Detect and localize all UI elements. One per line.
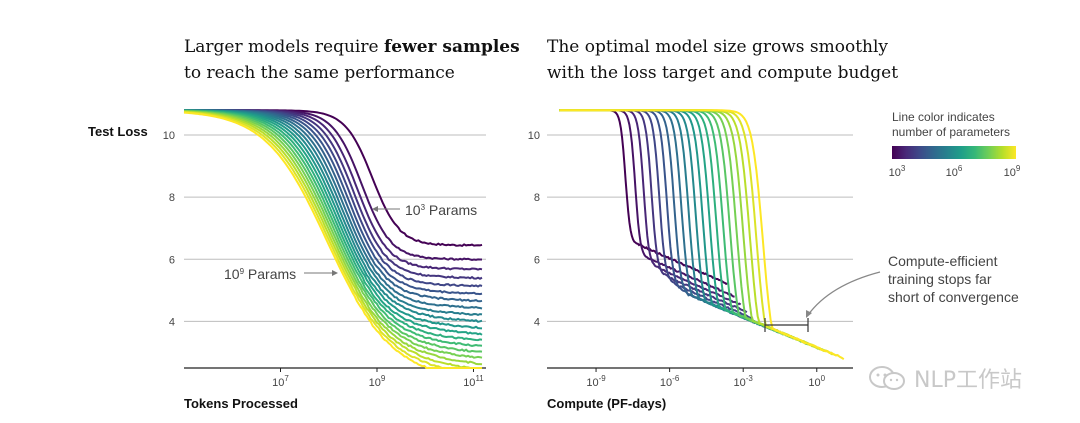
legend-mid-label: 106	[946, 164, 963, 179]
left-series-line	[183, 110, 483, 359]
right-x-tick-label: 10-3	[734, 374, 754, 389]
left-title-line1: Larger models require	[184, 37, 384, 57]
right-y-tick-label: 8	[534, 192, 540, 204]
right-series-line	[559, 109, 838, 357]
left-y-axis-label: Test Loss	[88, 124, 148, 139]
left-y-tick-label: 6	[169, 254, 175, 266]
left-x-axis-label: Tokens Processed	[184, 396, 298, 411]
legend-title-line1: Line color indicates	[892, 110, 995, 124]
left-series-line	[184, 110, 483, 366]
watermark-text: NLP工作站	[914, 368, 1022, 393]
right-annotation-arrowhead	[806, 310, 812, 318]
left-series-line	[183, 111, 482, 370]
right-x-tick-label: 10-9	[586, 374, 606, 389]
right-series-line	[559, 109, 802, 343]
legend-min-label: 103	[889, 164, 906, 179]
left-series-line	[183, 111, 482, 370]
right-series-line	[559, 109, 748, 314]
legend-max-label: 109	[1004, 164, 1021, 179]
left-annotation-arrowhead-2	[332, 270, 338, 276]
right-annotation-line: training stops far	[888, 271, 992, 287]
right-chart: 10 8 6 4 10-9 10-6 10-3 100 Compute (PF-days) Com…	[528, 109, 1021, 411]
right-series-line	[559, 109, 754, 320]
left-series-line	[184, 110, 483, 353]
right-x-axis-label: Compute (PF-days)	[547, 396, 666, 411]
right-y-tick-label: 6	[534, 254, 540, 266]
left-title-line2: to reach the same performance	[184, 63, 455, 83]
right-title-line2: with the loss target and compute budget	[547, 63, 899, 83]
left-annotation-1: 103 Params	[405, 202, 477, 218]
legend-title-line2: number of parameters	[892, 125, 1010, 139]
wechat-icon	[868, 365, 908, 391]
left-chart: 10 8 6 4 107 109 1011 Test Loss Tokens Processed…	[88, 109, 486, 411]
legend-colorbar	[892, 146, 1016, 159]
left-annotation-arrowhead-1	[372, 206, 378, 212]
left-x-tick-label: 1011	[463, 374, 484, 389]
left-y-tick-label: 4	[169, 316, 175, 328]
right-x-tick-label: 100	[808, 374, 825, 389]
right-annotation-line: Compute-efficient	[888, 253, 998, 269]
right-series-line	[559, 109, 845, 361]
left-x-tick-label: 107	[272, 374, 289, 389]
left-y-tick-label: 8	[169, 192, 175, 204]
left-title-bold: fewer samples	[383, 37, 520, 57]
watermark: NLP工作站	[868, 362, 1022, 394]
left-x-tick-label: 109	[369, 374, 386, 389]
left-annotation-2: 109 Params	[224, 266, 296, 282]
right-series-line	[559, 109, 827, 353]
right-annotation-line: short of convergence	[888, 289, 1019, 305]
left-series-line	[183, 110, 482, 369]
right-chart-title: The optimal model size grows smoothly wi…	[547, 34, 898, 86]
left-chart-title: Larger models require fewer samples to r…	[184, 34, 520, 86]
right-series-line	[559, 109, 796, 340]
right-y-tick-label: 4	[534, 316, 540, 328]
right-y-tick-label: 10	[528, 130, 540, 142]
right-title-line1: The optimal model size grows smoothly	[547, 37, 889, 57]
right-series-line	[559, 109, 814, 347]
right-annotation-arrow	[807, 271, 881, 316]
left-y-tick-label: 10	[163, 130, 175, 142]
right-x-tick-label: 10-6	[660, 374, 680, 389]
